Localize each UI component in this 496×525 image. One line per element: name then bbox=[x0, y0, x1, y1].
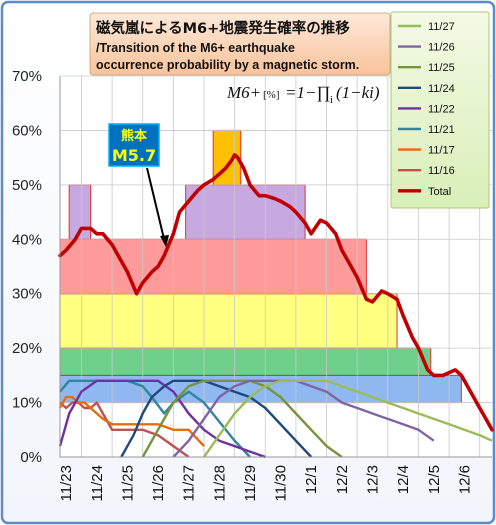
legend-label: 11/16 bbox=[428, 165, 455, 177]
x-tick-label: 11/23 bbox=[58, 465, 75, 501]
annotation-arrow-line bbox=[146, 167, 166, 244]
x-tick-label: 11/25 bbox=[119, 465, 136, 501]
legend-label: Total bbox=[428, 186, 451, 198]
annotation-box bbox=[108, 123, 160, 167]
x-tick-label: 12/3 bbox=[365, 465, 382, 494]
series-line-11-25 bbox=[141, 379, 343, 458]
x-tick-label: 12/4 bbox=[395, 465, 412, 494]
annotation-arrow-head bbox=[160, 235, 169, 247]
x-tick-label: 12/2 bbox=[334, 465, 351, 494]
series-line-11-26 bbox=[172, 379, 435, 458]
legend-label: 11/25 bbox=[428, 62, 455, 74]
x-tick-label: 12/1 bbox=[303, 465, 320, 494]
x-tick-label: 12/5 bbox=[426, 465, 443, 494]
annotation-line1: 熊本 bbox=[121, 128, 147, 144]
formula-rhs: (1−ki) bbox=[336, 83, 380, 102]
y-axis: 0% 10% 20% 30% 40% 50% 60% 70% bbox=[12, 68, 61, 466]
legend-label: 11/17 bbox=[428, 145, 455, 157]
series-line-11-27 bbox=[203, 379, 493, 458]
y-tick-label: 50% bbox=[12, 177, 42, 194]
chart-title: 磁気嵐によるM6+地震発生確率の推移 bbox=[96, 19, 350, 37]
formula-unit: [%] bbox=[263, 89, 280, 101]
legend-label: 11/21 bbox=[428, 124, 455, 136]
title-box: 磁気嵐によるM6+地震発生確率の推移 /Transition of the M6… bbox=[89, 12, 391, 76]
band-5 bbox=[185, 184, 306, 240]
x-tick-label: 11/28 bbox=[211, 465, 228, 501]
kumamoto-annotation: 熊本 M5.7 bbox=[108, 123, 169, 247]
x-tick-label: 11/26 bbox=[150, 465, 167, 501]
band-2 bbox=[59, 293, 398, 349]
x-axis: 11/23 11/24 11/25 11/26 11/27 11/28 11/29 11/30… bbox=[58, 456, 492, 501]
annotation-line2: M5.7 bbox=[112, 146, 156, 165]
series-lines bbox=[58, 379, 493, 459]
legend-label: 11/26 bbox=[428, 42, 455, 54]
x-tick-label: 11/29 bbox=[242, 465, 259, 501]
legend-box bbox=[390, 11, 490, 209]
x-tick-label: 11/27 bbox=[181, 465, 198, 501]
x-tick-label: 11/24 bbox=[89, 465, 106, 501]
chart-subtitle-line2: occurrence probability by a magnetic sto… bbox=[96, 58, 359, 72]
y-tick-label: 70% bbox=[12, 68, 42, 85]
total-line bbox=[58, 153, 494, 432]
y-tick-label: 30% bbox=[12, 286, 42, 303]
legend: 11/27 11/26 11/25 11/24 11/22 11/21 11/17 11/16… bbox=[390, 11, 490, 209]
chart-subtitle-line1: /Transition of the M6+ earthquake bbox=[96, 41, 295, 55]
band-3 bbox=[59, 238, 367, 295]
series-line-11-22 bbox=[58, 379, 266, 459]
y-tick-label: 20% bbox=[12, 340, 42, 357]
formula-eq: =1−∏ bbox=[285, 83, 330, 102]
x-tick-label: 11/30 bbox=[273, 465, 290, 501]
series-line-11-21 bbox=[59, 379, 251, 458]
legend-label: 11/24 bbox=[428, 83, 455, 95]
series-line-11-17 bbox=[58, 395, 205, 447]
formula: M6+ [%] =1−∏ i (1−ki) bbox=[226, 83, 380, 106]
formula-sub: i bbox=[330, 94, 333, 106]
y-tick-label: 0% bbox=[20, 449, 42, 466]
y-tick-label: 10% bbox=[12, 395, 42, 412]
x-tick-label: 12/6 bbox=[456, 465, 473, 494]
formula-lhs: M6+ bbox=[226, 83, 261, 102]
series-line-total bbox=[58, 153, 494, 432]
y-tick-label: 60% bbox=[12, 122, 42, 139]
legend-label: 11/22 bbox=[428, 103, 455, 115]
band-1 bbox=[59, 347, 432, 376]
legend-label: 11/27 bbox=[428, 21, 455, 33]
y-tick-label: 40% bbox=[12, 231, 42, 248]
